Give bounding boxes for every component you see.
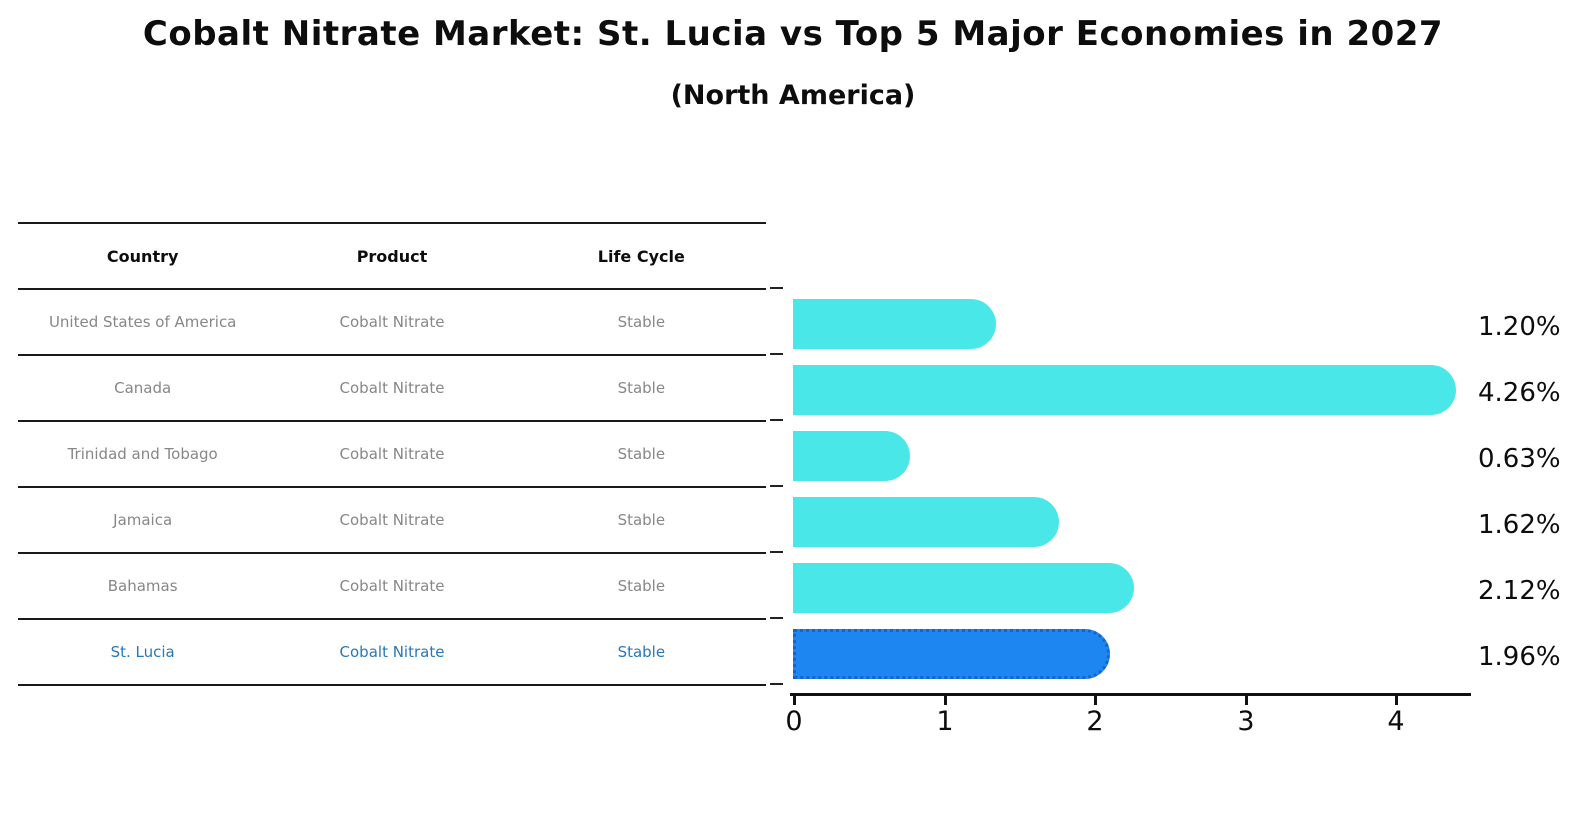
comparison-table: Country Product Life Cycle United States…: [18, 222, 766, 686]
value-label-united-states: 1.20%: [1478, 312, 1561, 342]
y-tick-0: [770, 287, 783, 289]
bar-canada: [793, 365, 1457, 415]
bar-united-states: [793, 299, 996, 349]
value-label-st-lucia: 1.96%: [1478, 642, 1561, 672]
x-axis-line: [790, 693, 1471, 696]
country-cell: Canada: [114, 379, 172, 397]
column-header-life-cycle: Life Cycle: [597, 246, 685, 266]
page-subtitle: (North America): [670, 80, 916, 111]
life-cycle-cell: Stable: [617, 313, 666, 331]
y-tick-5: [770, 617, 783, 619]
x-tick-4: [1395, 696, 1398, 705]
column-header-country: Country: [106, 246, 179, 266]
product-cell: Cobalt Nitrate: [339, 511, 445, 529]
life-cycle-cell: Stable: [617, 511, 666, 529]
life-cycle-cell: Stable: [617, 577, 666, 595]
y-tick-3: [770, 485, 783, 487]
product-cell: Cobalt Nitrate: [339, 577, 445, 595]
country-cell: Trinidad and Tobago: [67, 445, 218, 463]
bar-bahamas: [793, 563, 1135, 613]
product-cell: Cobalt Nitrate: [339, 313, 445, 331]
y-tick-1: [770, 353, 783, 355]
x-tick-label-2: 2: [1086, 706, 1104, 737]
life-cycle-cell: Stable: [617, 643, 666, 661]
table-row-bahamas: Bahamas Cobalt Nitrate Stable: [18, 554, 766, 620]
x-tick-3: [1245, 696, 1248, 705]
product-cell: Cobalt Nitrate: [339, 643, 445, 661]
x-tick-2: [1094, 696, 1097, 705]
bar-st-lucia: [793, 629, 1110, 679]
country-cell: Bahamas: [107, 577, 178, 595]
life-cycle-cell: Stable: [617, 379, 666, 397]
value-label-trinidad-and-tobago: 0.63%: [1478, 444, 1561, 474]
life-cycle-cell: Stable: [617, 445, 666, 463]
table-row-trinidad-and-tobago: Trinidad and Tobago Cobalt Nitrate Stabl…: [18, 422, 766, 488]
x-tick-label-0: 0: [785, 706, 803, 737]
y-tick-2: [770, 419, 783, 421]
country-cell: United States of America: [48, 313, 237, 331]
column-header-product: Product: [356, 246, 428, 266]
table-header-row: Country Product Life Cycle: [18, 224, 766, 290]
bar-trinidad-and-tobago: [793, 431, 910, 481]
x-tick-label-3: 3: [1237, 706, 1255, 737]
table-row-canada: Canada Cobalt Nitrate Stable: [18, 356, 766, 422]
product-cell: Cobalt Nitrate: [339, 379, 445, 397]
value-label-jamaica: 1.62%: [1478, 510, 1561, 540]
bar-jamaica: [793, 497, 1059, 547]
country-cell: Jamaica: [113, 511, 173, 529]
table-row-jamaica: Jamaica Cobalt Nitrate Stable: [18, 488, 766, 554]
table-row-united-states: United States of America Cobalt Nitrate …: [18, 290, 766, 356]
value-label-bahamas: 2.12%: [1478, 576, 1561, 606]
country-cell: St. Lucia: [110, 643, 175, 661]
x-tick-label-4: 4: [1387, 706, 1405, 737]
x-tick-0: [793, 696, 796, 705]
y-tick-4: [770, 551, 783, 553]
x-tick-label-1: 1: [936, 706, 954, 737]
product-cell: Cobalt Nitrate: [339, 445, 445, 463]
value-label-canada: 4.26%: [1478, 378, 1561, 408]
y-tick-6: [770, 683, 783, 685]
page-title: Cobalt Nitrate Market: St. Lucia vs Top …: [142, 14, 1444, 54]
x-tick-1: [944, 696, 947, 705]
table-row-st-lucia: St. Lucia Cobalt Nitrate Stable: [18, 620, 766, 686]
